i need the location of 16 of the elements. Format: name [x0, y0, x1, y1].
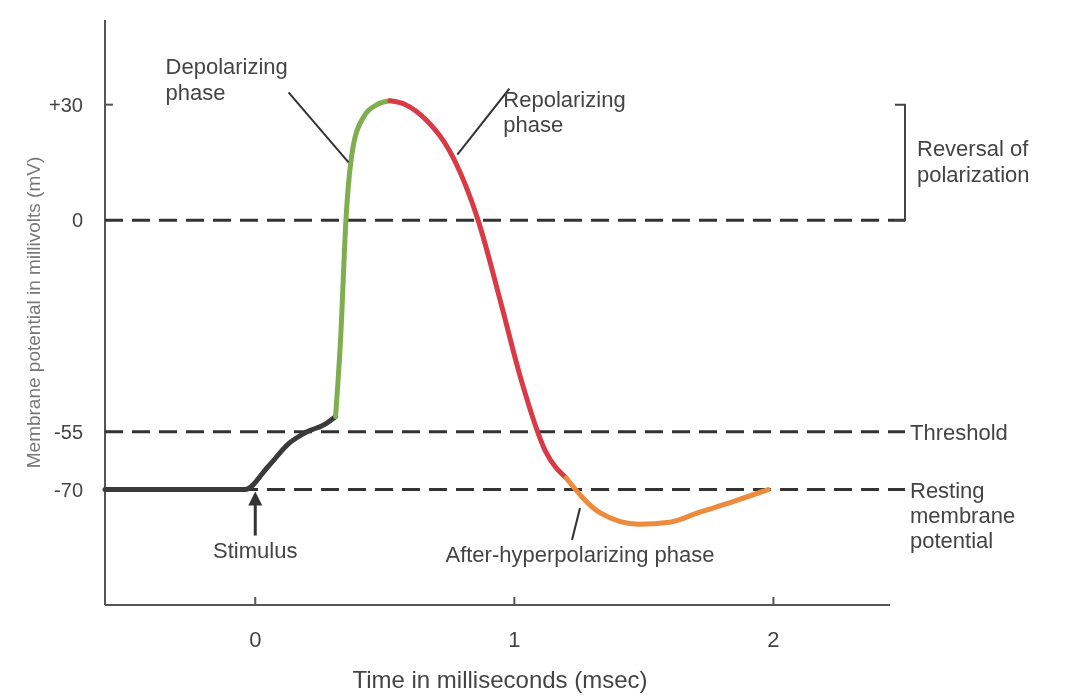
ref-line-label: Threshold	[910, 419, 1008, 445]
ref-line-label: Resting membrane potential	[910, 477, 1016, 554]
text: Reversal of polarization	[917, 136, 1030, 187]
y-tick-label: +30	[49, 93, 83, 116]
x-axis-title: Time in milliseconds (msec)	[352, 666, 648, 693]
annotation: Repolarizing phase	[503, 86, 626, 137]
y-tick-label: 0	[71, 209, 83, 232]
y-tick-label: -70	[54, 478, 83, 501]
x-tick-label: 0	[249, 627, 262, 652]
y-axis-title: Membrane potential in millivolts (mV)	[23, 156, 44, 469]
annotation: Depolarizing phase	[165, 54, 288, 105]
y-tick-label: -55	[54, 420, 83, 443]
x-tick-label: 2	[767, 627, 780, 652]
annotation: After-hyperpolarizing phase	[445, 542, 715, 567]
annotation: Stimulus	[213, 537, 298, 563]
x-tick-label: 1	[508, 627, 521, 652]
